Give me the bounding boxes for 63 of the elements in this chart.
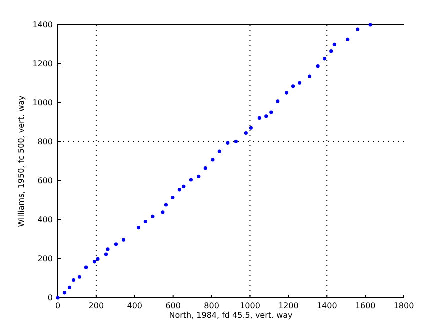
y-tick-label: 1000 [32,98,53,108]
x-tick-label: 1800 [394,302,414,311]
point [332,42,336,46]
point [356,28,360,32]
point [204,166,208,170]
point [308,74,312,78]
point [144,220,148,224]
point [316,64,320,68]
point [182,184,186,188]
point [189,178,193,182]
point [114,242,118,246]
point [106,248,110,252]
point [249,126,253,130]
point [151,214,155,218]
y-tick-label: 0 [48,294,53,303]
point [244,131,248,136]
x-tick-label: 1600 [355,302,376,311]
point [96,257,100,261]
point [226,141,230,145]
x-tick-label: 0 [55,302,61,311]
point [178,188,182,192]
point [171,196,175,200]
point [211,158,215,162]
point [68,286,72,290]
point [84,266,88,270]
point [218,150,222,154]
point [62,291,67,295]
y-tick-label: 1400 [32,20,53,30]
point [264,114,268,118]
point [276,100,280,104]
point [298,81,302,85]
point [161,210,165,214]
point [258,116,262,120]
y-tick-label: 800 [38,138,53,147]
y-tick-label: 200 [38,254,53,264]
point [78,275,82,279]
point [291,84,296,88]
x-tick-label: 1200 [278,302,299,311]
point [72,278,76,282]
point [234,140,238,144]
point [270,110,274,114]
y-tick-label: 1200 [32,60,53,69]
point [92,260,96,264]
x-tick-label: 1400 [316,302,338,311]
y-tick-label: 600 [38,176,53,186]
point [197,174,201,178]
point [368,23,372,27]
x-tick-label: 200 [88,302,104,311]
x-tick-label: 1000 [240,302,260,311]
point [122,238,126,242]
point [323,57,327,61]
x-axis-title: North, 1984, fd 45.5, vert. way [169,311,294,320]
point [136,226,141,230]
x-tick-label: 400 [127,302,143,311]
x-tick-label: 800 [204,302,220,311]
point [164,203,168,207]
point [330,50,334,54]
point [346,38,350,42]
point [284,91,289,95]
point [104,252,108,256]
y-axis-title: Williams, 1950, fc 500, vert. way [17,95,26,228]
x-tick-label: 600 [166,302,181,311]
y-tick-label: 400 [38,216,53,225]
